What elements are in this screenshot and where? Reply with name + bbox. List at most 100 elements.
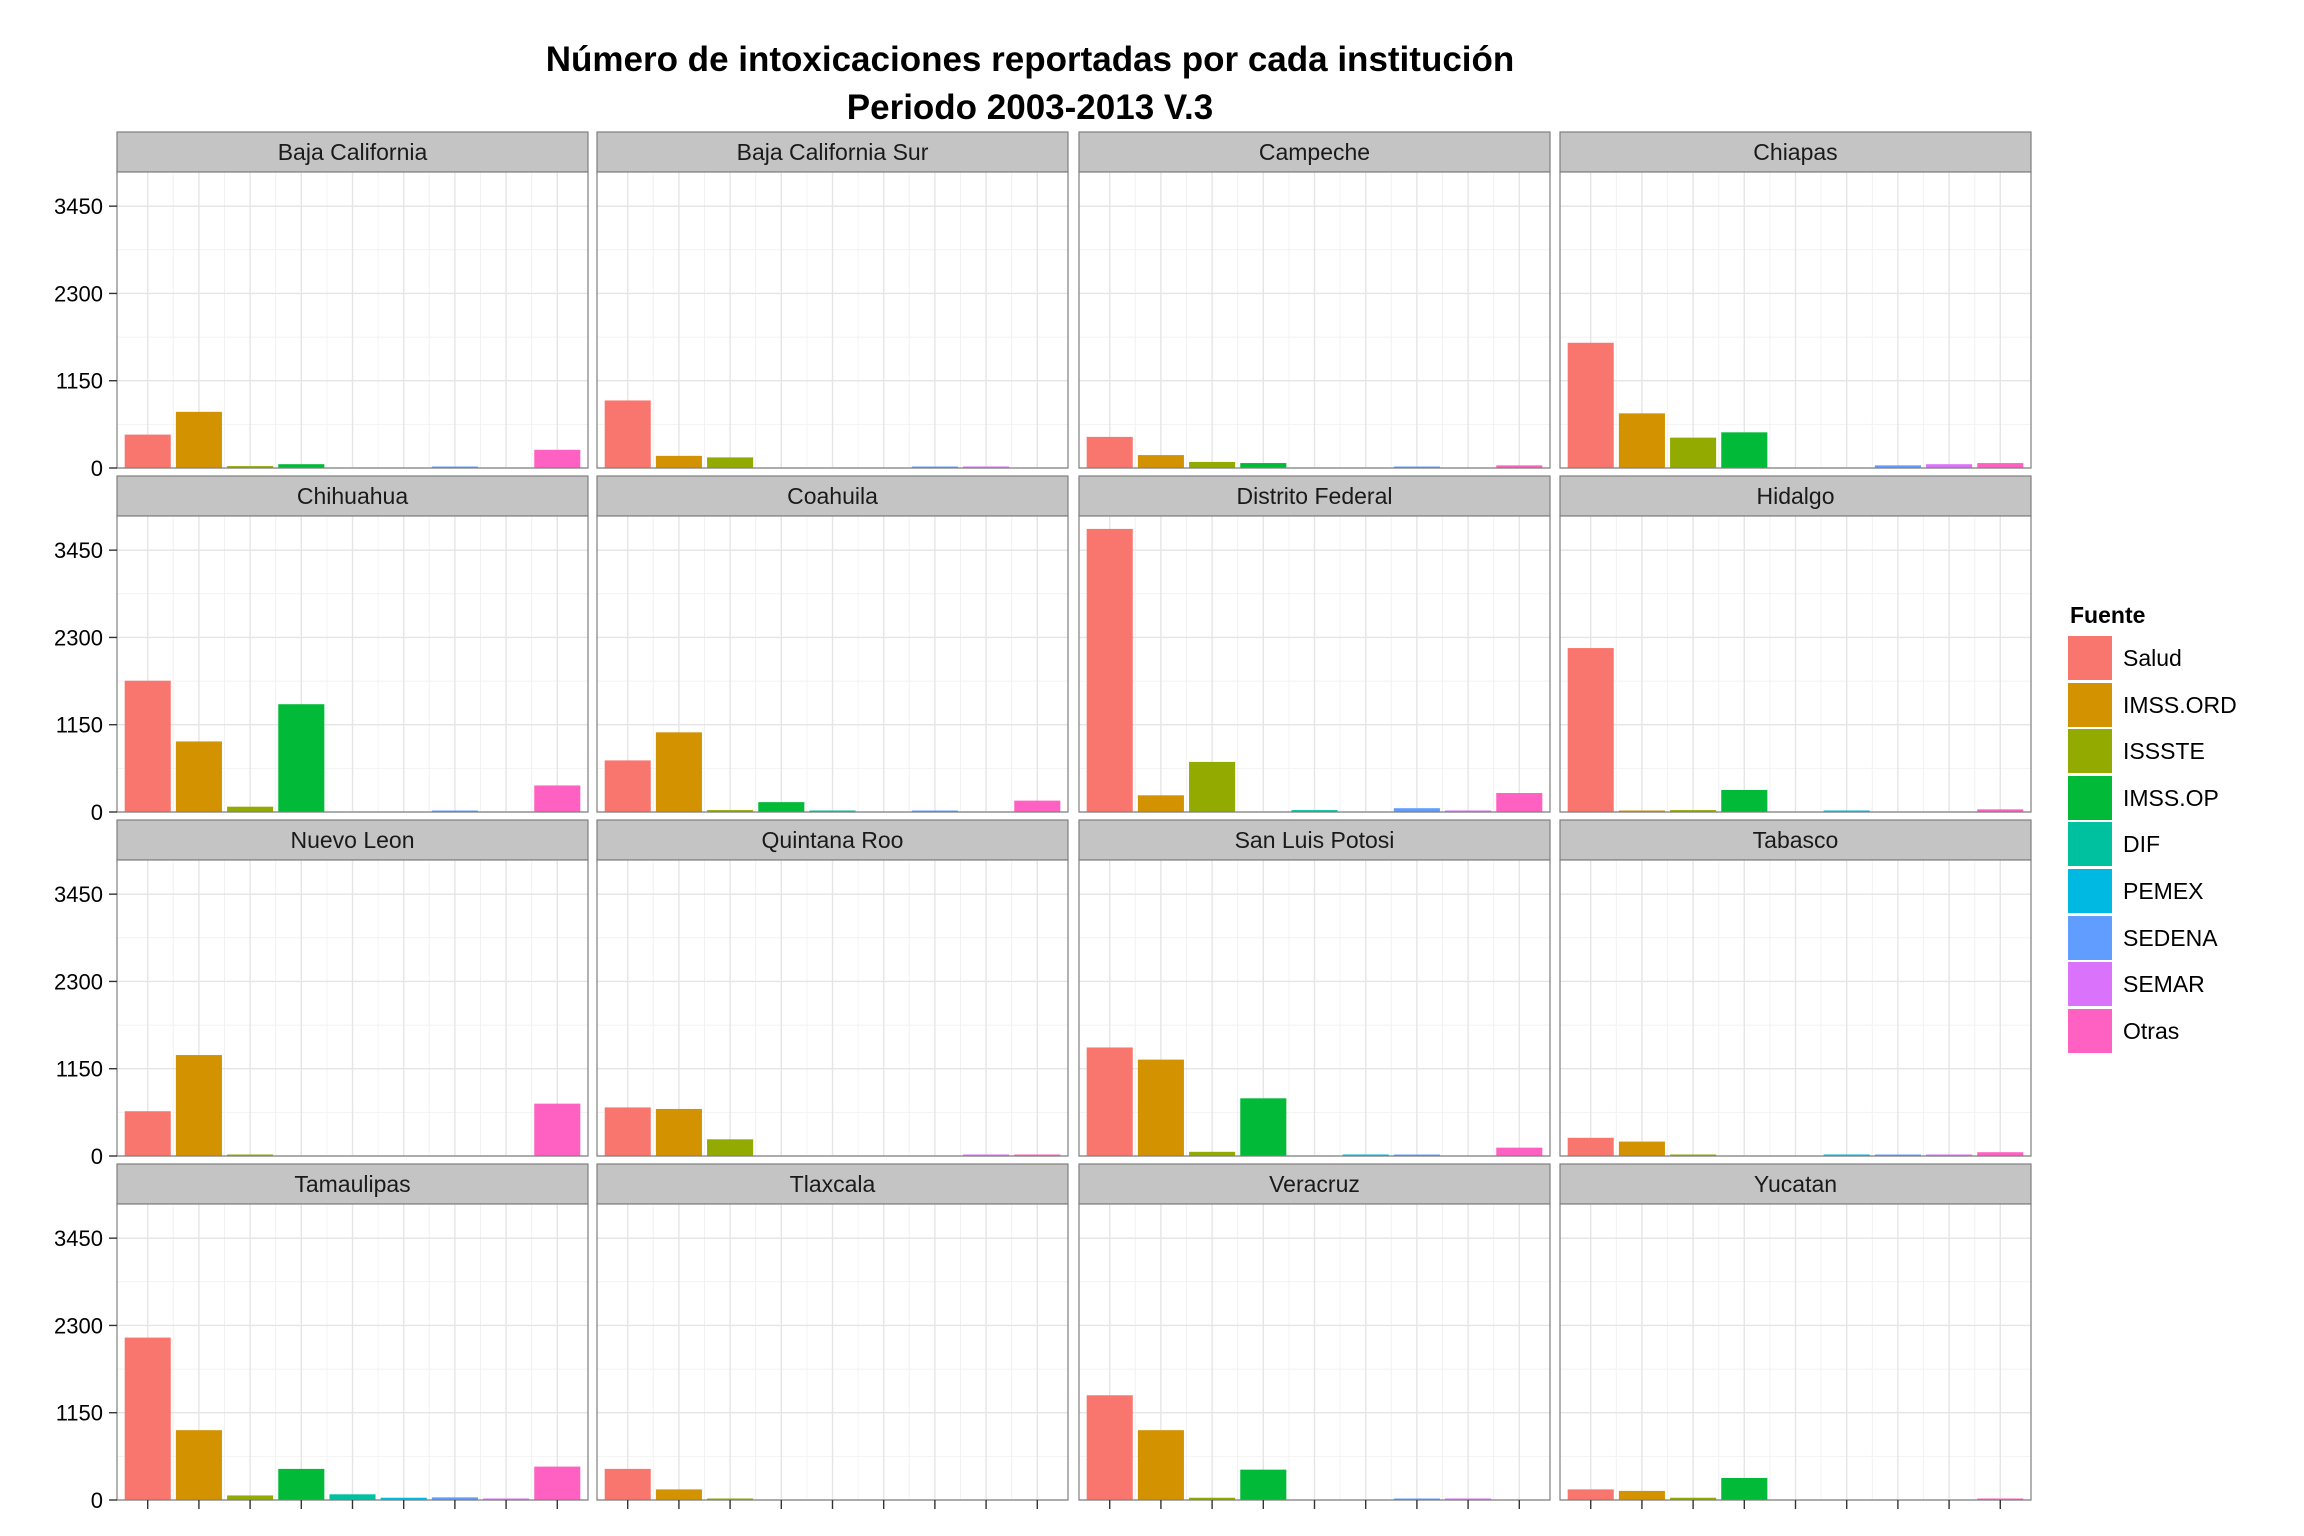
panel-border	[116, 859, 589, 1157]
facet-panel: Tabasco	[1559, 819, 2032, 1157]
legend-item: IMSS.ORD	[2068, 682, 2298, 729]
legend-items: Salud IMSS.ORD ISSSTE IMSS.OP DIF PEMEX SEDENA…	[2068, 635, 2298, 1054]
y-tick-label: 2300	[54, 281, 103, 306]
facet-strip	[596, 1163, 1069, 1205]
y-tick-label: 0	[91, 800, 103, 825]
bar-salud	[1086, 1395, 1133, 1500]
bar-issste	[227, 806, 274, 812]
bar-otras	[1977, 809, 2024, 812]
legend-swatch	[2068, 636, 2112, 680]
legend-item: DIF	[2068, 821, 2298, 868]
bar-issste	[707, 810, 754, 812]
facet-label: San Luis Potosi	[1235, 827, 1395, 853]
facet-label: Baja California	[278, 139, 428, 165]
legend-label: IMSS.OP	[2123, 784, 2219, 811]
bar-sedena	[431, 1497, 478, 1500]
bar-semar	[1926, 464, 1973, 468]
facet-label: Campeche	[1259, 139, 1370, 165]
legend-swatch	[2068, 962, 2112, 1007]
bar-salud	[1567, 342, 1614, 468]
facet-label: Tabasco	[1753, 827, 1839, 853]
y-tick-label: 2300	[54, 625, 103, 650]
bar-salud	[604, 1107, 651, 1156]
bar-imss-op	[278, 704, 325, 812]
bar-imss-op	[1721, 789, 1768, 812]
facet-strip	[1078, 819, 1551, 861]
bar-sedena	[1874, 465, 1921, 468]
legend-label: IMSS.ORD	[2123, 691, 2237, 718]
facet-label: Quintana Roo	[762, 827, 904, 853]
y-tick-label: 3450	[54, 882, 103, 907]
facet-strip	[596, 131, 1069, 173]
panel-border	[1559, 171, 2032, 469]
y-tick-label: 0	[91, 456, 103, 481]
bar-otras	[534, 1103, 581, 1156]
panel-border	[1078, 515, 1551, 813]
y-tick-label: 1150	[56, 1401, 103, 1426]
bar-imss-ord	[655, 1489, 702, 1500]
bar-otras	[1496, 793, 1543, 812]
bar-salud	[1086, 1047, 1133, 1156]
chart-title-line-2: Periodo 2003-2013 V.3	[846, 88, 1214, 127]
bar-otras	[534, 449, 581, 468]
facet-strip	[1559, 819, 2032, 861]
bar-salud	[1086, 528, 1133, 812]
legend-label: DIF	[2123, 831, 2161, 858]
bar-semar	[1445, 1498, 1492, 1500]
bar-salud	[604, 400, 651, 468]
facet-panel: Hidalgo	[1559, 475, 2032, 813]
bar-salud	[124, 1111, 171, 1156]
chart-title: Número de intoxicaciones reportadas por …	[0, 40, 2304, 140]
bar-sedena	[1874, 1154, 1921, 1156]
facet-label: Veracruz	[1269, 1171, 1360, 1197]
legend-item: SEDENA	[2068, 915, 2298, 962]
bar-issste	[1189, 1497, 1236, 1500]
legend: Fuente Salud IMSS.ORD ISSSTE IMSS.OP DIF PEME…	[2068, 602, 2298, 1054]
y-tick-label: 1150	[56, 713, 103, 738]
facet-strip	[1559, 131, 2032, 173]
bar-imss-op	[758, 802, 805, 812]
bar-imss-ord	[655, 1108, 702, 1156]
facet-panel: Baja California 0 1150 2300 3450	[54, 131, 589, 481]
y-tick-label: 3450	[54, 538, 103, 563]
legend-label: SEDENA	[2123, 924, 2218, 951]
bar-issste	[1670, 1154, 1717, 1156]
bar-issste	[1189, 461, 1236, 468]
bar-issste	[1670, 437, 1717, 468]
bar-imss-op	[278, 1468, 325, 1500]
legend-item: IMSS.OP	[2068, 775, 2298, 822]
bar-sedena	[431, 810, 478, 812]
facet-panel: Campeche	[1078, 131, 1551, 469]
facet-panel: Chihuahua 0 1150 2300 3450	[54, 475, 589, 825]
facet-label: Baja California Sur	[737, 139, 929, 165]
bar-semar	[1926, 1154, 1973, 1156]
bar-salud	[1567, 1489, 1614, 1500]
facet-label: Yucatan	[1754, 1171, 1837, 1197]
facet-panel: Tlaxcala	[596, 1163, 1069, 1509]
panel-border	[596, 171, 1069, 469]
legend-item: Otras	[2068, 1008, 2298, 1055]
bar-pemex	[1823, 1154, 1870, 1156]
bar-salud	[604, 1468, 651, 1500]
bar-issste	[707, 457, 754, 468]
bar-sedena	[911, 466, 958, 468]
facet-panel: Chiapas	[1559, 131, 2032, 469]
bar-dif	[329, 1494, 376, 1500]
legend-swatch	[2068, 775, 2112, 820]
bar-imss-ord	[1137, 455, 1184, 468]
bar-imss-ord	[1137, 1430, 1184, 1500]
bar-salud	[604, 760, 651, 812]
facet-label: Nuevo Leon	[290, 827, 414, 853]
bar-otras	[1496, 1147, 1543, 1156]
bar-issste	[227, 466, 274, 468]
facet-panel: Quintana Roo	[596, 819, 1069, 1157]
panel-border	[116, 515, 589, 813]
panel-border	[1078, 171, 1551, 469]
bar-sedena	[431, 466, 478, 468]
panel-border	[1559, 859, 2032, 1157]
legend-label: SEMAR	[2123, 971, 2205, 998]
panel-border	[1078, 859, 1551, 1157]
y-tick-label: 2300	[54, 1313, 103, 1338]
bar-otras	[1977, 1498, 2024, 1500]
bar-imss-op	[1240, 463, 1287, 468]
